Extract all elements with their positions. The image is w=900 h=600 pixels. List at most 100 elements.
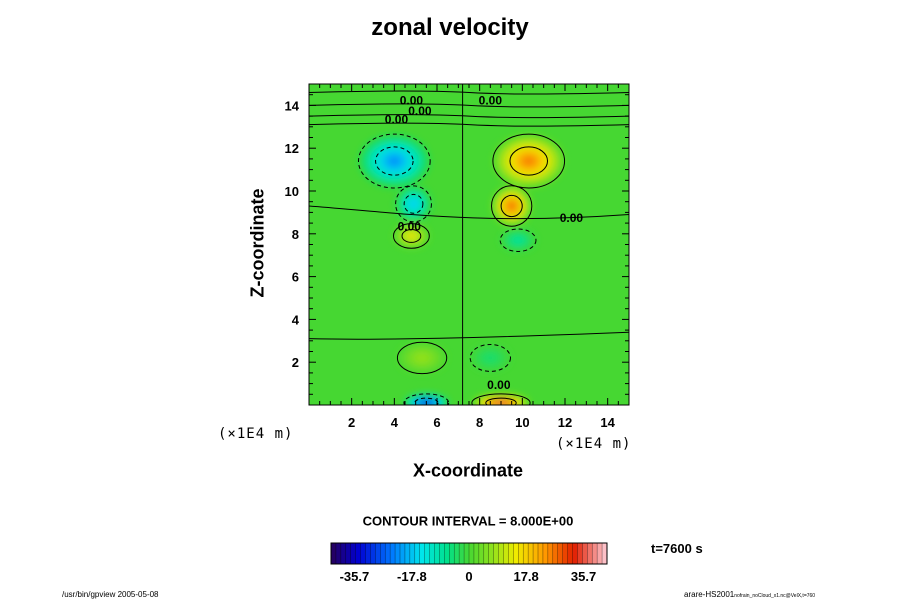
x-tick-label: 12: [558, 415, 572, 430]
colorbar-cell: [538, 543, 544, 564]
colorbar-cell: [395, 543, 401, 564]
colorbar-cell: [597, 543, 603, 564]
contour-line: [309, 331, 629, 340]
contour-line: [309, 205, 629, 220]
contour-label: 0.00: [400, 93, 424, 107]
colorbar-cell: [331, 543, 337, 564]
colorbar-cell: [370, 543, 376, 564]
contour-line: [357, 133, 431, 189]
colorbar-cell: [562, 543, 568, 564]
contour-line: [375, 146, 414, 176]
colorbar-cell: [345, 543, 352, 564]
colorbar-cell: [557, 543, 563, 564]
y-tick-label: 4: [292, 312, 300, 327]
y-tick-label: 10: [285, 184, 299, 199]
chart-title: zonal velocity: [371, 14, 529, 41]
colorbar-cell: [350, 543, 356, 564]
field-level: [407, 233, 415, 239]
field-level: [417, 354, 427, 361]
contour-line: [471, 393, 531, 405]
colorbar-cell: [547, 543, 554, 564]
contour-interval-text: CONTOUR INTERVAL = 8.000E+00: [362, 513, 574, 529]
x-tick-label: 14: [600, 415, 615, 430]
axis-ticks: [309, 84, 629, 405]
y-tick-label: 14: [285, 98, 300, 113]
y-tick-label: 8: [292, 227, 299, 242]
contour-line: [309, 114, 629, 119]
colorbar-cell: [439, 543, 445, 564]
colorbar-cell: [409, 543, 416, 564]
colorbar-cell: [464, 543, 470, 564]
colorbar-cell: [424, 543, 430, 564]
colorbar-cell: [400, 543, 406, 564]
colorbar-cell: [469, 543, 475, 564]
colorbar-cell: [365, 543, 371, 564]
contour-label: 0.00: [398, 220, 422, 234]
time-label: t=7600 s: [651, 541, 703, 556]
colorbar-tick-label: 35.7: [571, 569, 596, 584]
contour-label: 0.00: [385, 113, 409, 127]
colorbar-cell: [380, 543, 386, 564]
colorbar-cell: [582, 543, 588, 564]
contour-line: [500, 194, 523, 218]
colorbar-cell: [478, 543, 485, 564]
contour-line: [396, 341, 448, 375]
colorbar-tick-label: 17.8: [513, 569, 538, 584]
contour-line: [403, 393, 450, 405]
x-tick-labels: 2 4 6 8 10 12 14: [348, 415, 616, 430]
contour-line: [395, 185, 432, 223]
colorbar-cell: [523, 543, 529, 564]
colorbar-cell: [429, 543, 435, 564]
contour-line: [403, 193, 424, 214]
colorbar-cell: [592, 543, 598, 564]
colorbar-cell: [587, 543, 593, 564]
contour-line: [509, 146, 549, 176]
colorbar-cell: [488, 543, 494, 564]
contour-line: [401, 228, 422, 243]
colorbar-cell: [493, 543, 499, 564]
field-level: [514, 238, 522, 243]
colorbar-cell: [577, 543, 583, 564]
plot-area: 0.000.000.000.000.000.000.00 2 4 6 8 10 12 14 …: [285, 83, 630, 430]
contour-line: [309, 103, 629, 108]
contour-line: [485, 397, 517, 405]
colorbar-frame: [330, 542, 608, 565]
colorbar-cell: [375, 543, 381, 564]
field-level: [507, 202, 516, 210]
colorbar-cell: [385, 543, 391, 564]
colorbar-cell: [444, 543, 450, 564]
contour-line: [309, 122, 629, 127]
y-tick-label: 2: [292, 355, 299, 370]
footer-source-detail: nofrain_noCloud_x1.nc@VelX,t=760: [734, 593, 816, 599]
plot-background: [309, 84, 629, 405]
colorbar-cell: [483, 543, 490, 564]
contour-label: 0.00: [487, 378, 511, 392]
colorbar-cell: [355, 543, 361, 564]
contour-line: [491, 185, 533, 227]
contour-label: 0.00: [479, 93, 503, 107]
colorbar-cell: [552, 543, 559, 564]
colorbar-cell: [528, 543, 534, 564]
colorbar-cell: [508, 543, 514, 564]
footer-command: /usr/bin/gpview 2005-05-08: [62, 590, 159, 599]
colorbar-cell: [360, 543, 366, 564]
y-tick-label: 12: [285, 141, 299, 156]
colorbar-cell: [404, 543, 411, 564]
contour-line: [414, 397, 439, 405]
footer-source: arare-HS2001nofrain_noCloud_x1.nc@VelX,t…: [684, 590, 815, 599]
y-axis-label: Z-coordinate: [247, 188, 268, 298]
y-tick-labels: 2 4 6 8 10 12 14: [285, 98, 300, 370]
x-tick-label: 10: [515, 415, 529, 430]
contour-label-group: 0.000.000.000.000.000.000.00: [385, 93, 584, 392]
colorbar-tick-label: -17.8: [397, 569, 427, 584]
field-level: [521, 155, 536, 167]
contour-label: 0.00: [408, 104, 432, 118]
y-axis-unit: (×1E4 m): [218, 426, 294, 442]
colorbar-tick-label: -35.7: [340, 569, 370, 584]
contour-lines: [309, 84, 629, 405]
colorbar-cell: [419, 543, 425, 564]
x-axis-label: X-coordinate: [412, 460, 524, 481]
colorbar-cell: [498, 543, 504, 564]
field-level: [486, 355, 495, 361]
